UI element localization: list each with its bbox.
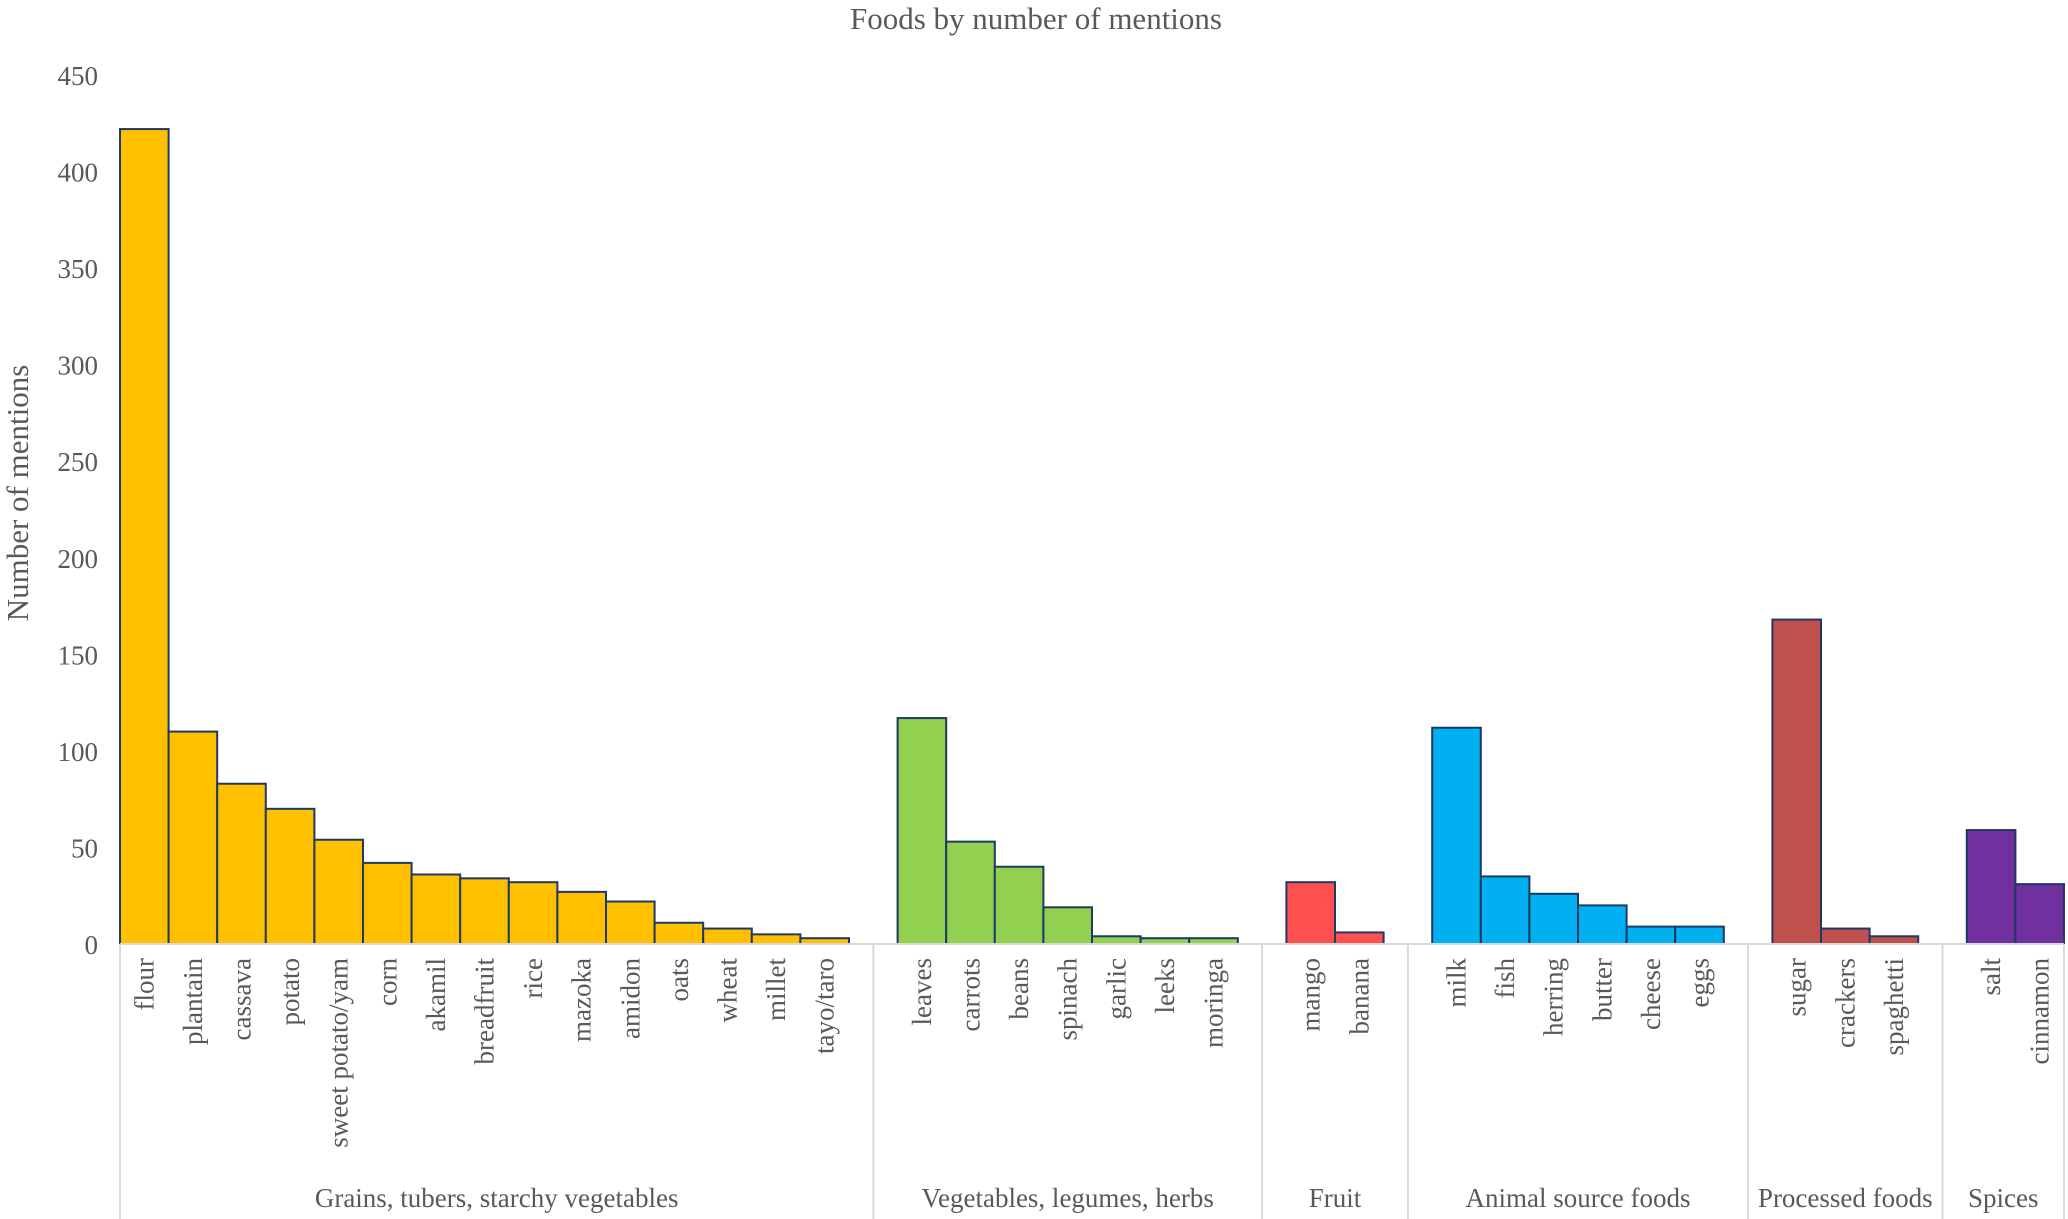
bar-leaves (896, 717, 948, 945)
category-label: rice (518, 958, 548, 998)
category-label: wheat (713, 958, 743, 1023)
bar-salt (1965, 829, 2017, 946)
bar-beans (993, 865, 1045, 945)
category-label: banana (1344, 958, 1374, 1034)
category-label: herring (1539, 958, 1569, 1036)
y-tick-label: 450 (58, 61, 99, 91)
category-label: flour (129, 958, 159, 1010)
bar-mango (1285, 881, 1337, 946)
group-label: Animal source foods (1466, 1183, 1691, 1213)
bar-rice (507, 881, 559, 946)
bar-wheat (702, 927, 753, 945)
category-label: cheese (1636, 958, 1666, 1030)
bar-crackers (1820, 927, 1871, 945)
bar-butter (1577, 904, 1628, 946)
y-tick-label: 400 (58, 158, 99, 188)
bar-herring (1528, 892, 1580, 946)
bar-sweet-potato-yam (313, 838, 364, 945)
category-label: mango (1296, 958, 1326, 1032)
bar-cassava (216, 782, 267, 945)
bar-banana (1334, 931, 1385, 945)
y-tick-label: 200 (58, 544, 99, 574)
bar-garlic (1091, 935, 1142, 946)
bar-breadfruit (459, 877, 510, 945)
category-label: potato (275, 958, 305, 1026)
y-tick-label: 0 (85, 930, 99, 960)
bar-corn (362, 861, 413, 945)
category-label: sugar (1782, 958, 1812, 1016)
bar-spaghetti (1868, 935, 1920, 946)
y-axis-label: Number of mentions (0, 365, 35, 622)
category-label: garlic (1101, 958, 1131, 1019)
y-tick-label: 100 (58, 737, 99, 767)
bar-oats (653, 921, 705, 945)
group-label: Fruit (1309, 1183, 1362, 1213)
group-label: Grains, tubers, starchy vegetables (315, 1183, 679, 1213)
category-label: plantain (178, 958, 208, 1045)
category-label: corn (372, 958, 402, 1006)
group-label: Vegetables, legumes, herbs (921, 1183, 1213, 1213)
category-labels: flour plantain cassava potato sweet potato/y… (129, 958, 2054, 1148)
category-label: breadfruit (470, 958, 500, 1065)
category-label: cinnamon (2025, 958, 2055, 1065)
category-label: oats (664, 958, 694, 1002)
category-label: crackers (1830, 958, 1860, 1048)
category-label: eggs (1685, 958, 1715, 1008)
category-label: carrots (956, 958, 986, 1031)
category-label: leaves (907, 958, 937, 1025)
bars (119, 128, 2066, 946)
category-label: amidon (615, 958, 645, 1039)
bar-fish (1479, 875, 1531, 946)
y-tick-label: 150 (58, 640, 99, 670)
category-label: millet (761, 958, 791, 1021)
category-label: beans (1004, 958, 1034, 1019)
category-label: spaghetti (1879, 958, 1909, 1055)
y-tick-label: 300 (58, 351, 99, 381)
bar-eggs (1674, 925, 1725, 945)
bar-amidon (605, 900, 656, 946)
category-label: milk (1442, 958, 1472, 1008)
group-label: Processed foods (1758, 1183, 1933, 1213)
bar-mazoka (556, 890, 608, 945)
y-axis-ticks: 0 50 100 150 200 250 300 350 400 450 (58, 61, 99, 960)
chart-title: Foods by number of mentions (850, 1, 1222, 36)
category-label: fish (1490, 958, 1520, 999)
category-label: akamil (421, 958, 451, 1031)
bar-sugar (1771, 618, 1823, 945)
bar-cinnamon (2014, 883, 2066, 946)
category-label: moringa (1199, 958, 1229, 1048)
bar-cheese (1625, 925, 1677, 945)
bar-milk (1431, 726, 1482, 946)
category-label: leeks (1150, 958, 1180, 1013)
category-label: sweet potato/yam (324, 958, 354, 1148)
bar-spinach (1042, 906, 1094, 946)
category-label: tayo/taro (810, 958, 840, 1054)
category-label: spinach (1053, 958, 1083, 1041)
y-tick-label: 250 (58, 447, 99, 477)
y-tick-label: 50 (71, 833, 98, 863)
category-label: butter (1587, 958, 1617, 1021)
bar-akamil (410, 873, 462, 945)
bar-millet (750, 933, 802, 945)
category-label: cassava (227, 958, 257, 1040)
group-labels: Grains, tubers, starchy vegetables Vegeta… (315, 1183, 2039, 1213)
category-label: mazoka (567, 958, 597, 1042)
category-label: salt (1976, 958, 2006, 996)
bar-flour (119, 128, 170, 945)
bar-potato (264, 807, 316, 945)
bar-plantain (167, 730, 219, 945)
group-label: Spices (1968, 1183, 2039, 1213)
x-axis (119, 943, 2065, 1219)
y-tick-label: 350 (58, 254, 99, 284)
bar-carrots (945, 840, 996, 946)
